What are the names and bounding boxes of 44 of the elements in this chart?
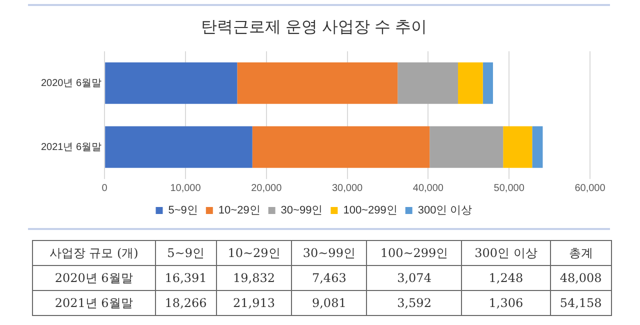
text: 1,248 xyxy=(488,271,524,285)
legend-label: 30~99인 xyxy=(280,204,323,217)
text: 16,391 xyxy=(164,271,207,285)
bar xyxy=(105,126,252,168)
text: 54,158 xyxy=(560,296,602,310)
chart-title: 탄력근로제 운영 사업장 수 추이 xyxy=(201,19,427,36)
text: 9,081 xyxy=(312,296,346,310)
legend-label: 10~29인 xyxy=(218,204,260,217)
text: 3,592 xyxy=(397,296,432,310)
x-tick-label: 10,000 xyxy=(170,182,202,194)
category-label: 2020년 6월말 xyxy=(54,270,133,284)
x-tick-label: 30,000 xyxy=(332,182,364,194)
text: 사업장 규모 (개) xyxy=(32,240,156,266)
x-tick-label: 60,000 xyxy=(574,182,606,194)
bar xyxy=(503,126,532,168)
category-label: 2021년 6월말 xyxy=(54,296,133,310)
x-tick-label: 0 xyxy=(102,182,108,194)
x-tick-label: 20,000 xyxy=(251,182,282,194)
category-label: 300인 이상 xyxy=(462,240,550,266)
bar xyxy=(252,126,430,168)
text: 18,266 xyxy=(164,296,207,310)
bar xyxy=(237,62,398,104)
text: 48,008 xyxy=(560,271,602,285)
text: 3,074 xyxy=(397,271,432,285)
x-tick-label: 50,000 xyxy=(494,182,525,194)
bar xyxy=(105,62,238,104)
category-label: 30~99인 xyxy=(292,240,367,266)
legend-label: 100~299인 xyxy=(343,204,398,217)
legend-label: 300인 이상 xyxy=(418,204,472,217)
legend-label: 5~9인 xyxy=(168,204,198,217)
bar xyxy=(430,126,504,168)
bar xyxy=(458,62,483,104)
bar xyxy=(398,62,458,104)
category-label: 10~29인 xyxy=(216,240,292,266)
category-label: 총계 xyxy=(550,240,612,266)
category-label: 100~299인 xyxy=(366,240,462,266)
bar xyxy=(532,126,543,168)
x-tick-label: 40,000 xyxy=(412,182,444,194)
text: 7,463 xyxy=(312,271,346,285)
category-label: 5~9인 xyxy=(155,240,216,266)
text: 1,306 xyxy=(488,296,524,310)
text: 21,913 xyxy=(233,296,276,310)
text: 19,832 xyxy=(233,271,276,285)
bar xyxy=(482,62,493,104)
